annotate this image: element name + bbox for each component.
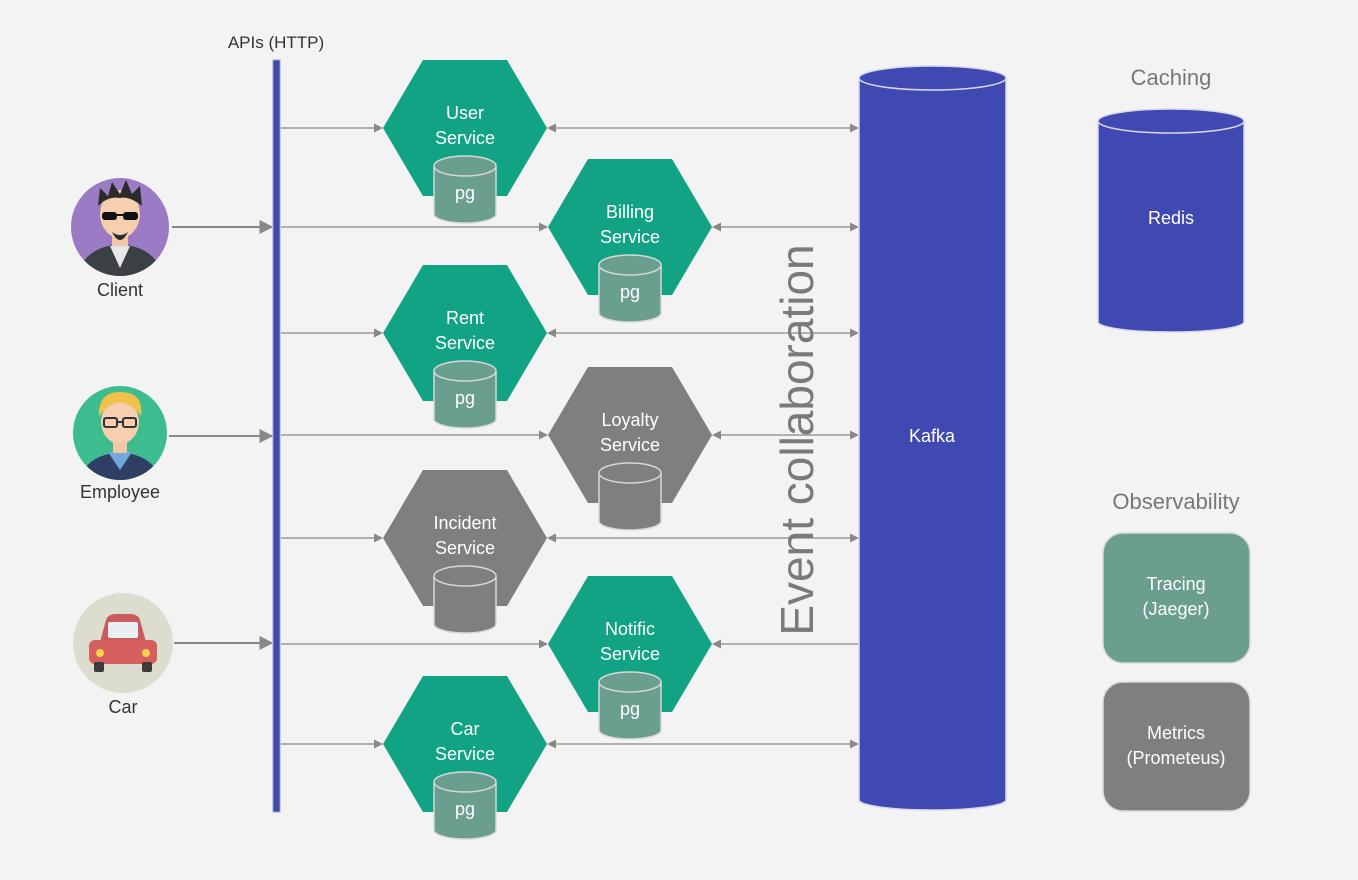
car-label: Car (108, 697, 137, 717)
employee-label: Employee (80, 482, 160, 502)
actor-employee[interactable]: Employee (73, 386, 167, 502)
service-suffix: Service (435, 538, 495, 558)
connections (169, 123, 859, 749)
database-cylinder: pg (433, 360, 497, 429)
service-user[interactable]: User Service pg (383, 60, 547, 224)
client-figure (78, 180, 162, 276)
service-hexagon (383, 470, 547, 606)
service-hexagon (548, 367, 712, 503)
database-cylinder: pg (598, 671, 662, 740)
service-suffix: Service (600, 227, 660, 247)
service-name: Loyalty (601, 410, 658, 430)
service-suffix: Service (600, 644, 660, 664)
service-hexagon (383, 60, 547, 196)
caching-section: Caching Redis (1097, 65, 1245, 333)
service-hexagon (383, 676, 547, 812)
database-cylinder: pg (598, 254, 662, 323)
service-suffix: Service (435, 128, 495, 148)
service-suffix: Service (600, 435, 660, 455)
database-label: pg (620, 699, 640, 719)
tracing-box[interactable]: Tracing (Jaeger) (1102, 532, 1251, 664)
kafka-label: Kafka (909, 426, 956, 446)
database-label: pg (620, 282, 640, 302)
service-hexagon (548, 576, 712, 712)
services: User Service pg Billing Service pg Rent Service… (383, 60, 712, 840)
service-rent[interactable]: Rent Service pg (383, 265, 547, 429)
database-label: pg (455, 388, 475, 408)
event-collaboration-label: Event collaboration (771, 244, 823, 635)
service-incident[interactable]: Incident Service (383, 470, 547, 634)
redis-cylinder[interactable]: Redis (1097, 108, 1245, 333)
database-cylinder: pg (433, 771, 497, 840)
metrics-line1: Metrics (1147, 723, 1205, 743)
actor-client[interactable]: Client (71, 178, 169, 300)
car-figure (89, 614, 157, 672)
database-cylinder (433, 565, 497, 634)
service-name: Car (450, 719, 479, 739)
redis-label: Redis (1148, 208, 1194, 228)
service-name: Incident (433, 513, 496, 533)
service-name: Rent (446, 308, 484, 328)
database-cylinder (598, 462, 662, 531)
database-cylinder: pg (433, 155, 497, 224)
service-hexagon (383, 265, 547, 401)
service-car[interactable]: Car Service pg (383, 676, 547, 840)
api-bar (272, 59, 281, 813)
tracing-line1: Tracing (1146, 574, 1205, 594)
api-label: APIs (HTTP) (228, 33, 324, 52)
database-label: pg (455, 183, 475, 203)
service-billing[interactable]: Billing Service pg (548, 159, 712, 323)
metrics-box[interactable]: Metrics (Prometeus) (1102, 681, 1251, 812)
actor-car[interactable]: Car (73, 593, 173, 717)
database-label: pg (455, 799, 475, 819)
service-hexagon (548, 159, 712, 295)
metrics-line2: (Prometeus) (1126, 748, 1225, 768)
observability-heading: Observability (1112, 489, 1239, 514)
service-notific[interactable]: Notific Service pg (548, 576, 712, 740)
observability-section: Observability Tracing (Jaeger) Metrics (… (1102, 489, 1251, 812)
service-suffix: Service (435, 744, 495, 764)
service-suffix: Service (435, 333, 495, 353)
caching-heading: Caching (1131, 65, 1212, 90)
api-gateway: APIs (HTTP) (228, 33, 324, 813)
service-name: Billing (606, 202, 654, 222)
service-name: Notific (605, 619, 655, 639)
client-label: Client (97, 280, 143, 300)
kafka-cylinder[interactable]: Kafka (858, 65, 1007, 811)
service-name: User (446, 103, 484, 123)
service-loyalty[interactable]: Loyalty Service (548, 367, 712, 531)
tracing-line2: (Jaeger) (1142, 599, 1209, 619)
